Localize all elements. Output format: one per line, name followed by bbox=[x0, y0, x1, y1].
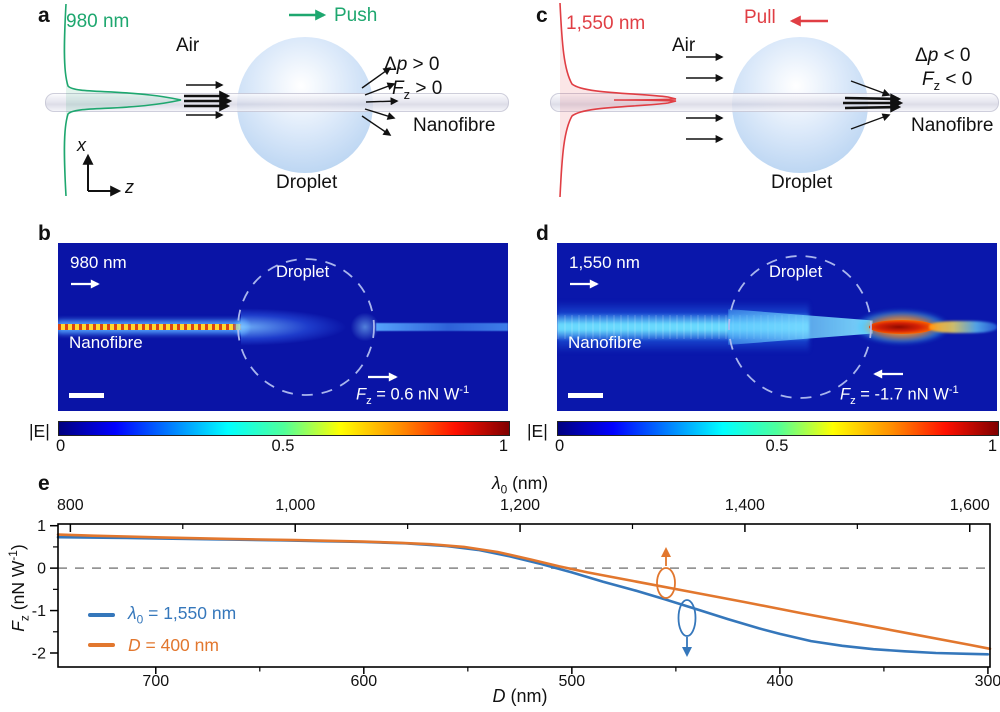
scale-bar-d bbox=[568, 393, 603, 398]
svg-text:800: 800 bbox=[57, 497, 84, 514]
push-label: Push bbox=[334, 5, 378, 26]
nanofibre-rod-c bbox=[550, 93, 999, 112]
focus-tail bbox=[929, 321, 997, 333]
field-map-980: 980 nm Droplet Nanofibre Fz = 0.6 nN W-1 bbox=[58, 243, 508, 411]
scale-bar-b bbox=[69, 393, 104, 398]
force-label-c: Fz < 0 bbox=[922, 69, 973, 93]
svg-text:1,400: 1,400 bbox=[725, 497, 765, 514]
chart-legend: λ0 = 1,550 nm D = 400 nm bbox=[88, 600, 236, 660]
colorbar-label-b: |E| bbox=[29, 421, 50, 441]
droplet-label-c: Droplet bbox=[771, 172, 833, 193]
blue-curve-axis-indicator bbox=[677, 599, 697, 657]
colorbar-tick: 0.5 bbox=[765, 437, 789, 455]
wavelength-label-d: 1,550 nm bbox=[569, 253, 640, 272]
colorbar-d bbox=[557, 421, 999, 436]
panel-a-label: a bbox=[38, 4, 50, 27]
nanofibre-label-a: Nanofibre bbox=[413, 115, 496, 136]
wavelength-label-b: 980 nm bbox=[70, 253, 127, 272]
legend-item-blue: λ0 = 1,550 nm bbox=[88, 600, 236, 630]
legend-line-orange bbox=[88, 643, 115, 647]
svg-text:-2: -2 bbox=[32, 645, 46, 662]
colorbar-tick: 0.5 bbox=[271, 437, 295, 455]
svg-text:0: 0 bbox=[37, 561, 46, 578]
colorbar-tick: 0 bbox=[555, 437, 565, 455]
droplet-label-a: Droplet bbox=[276, 172, 338, 193]
colorbar-b bbox=[58, 421, 510, 436]
nanofibre-label-d: Nanofibre bbox=[568, 333, 642, 352]
colorbar-label-d: |E| bbox=[527, 421, 548, 441]
legend-label-orange: D = 400 nm bbox=[128, 634, 219, 655]
wavelength-label-a: 980 nm bbox=[66, 11, 130, 32]
panel-b-label: b bbox=[38, 222, 51, 245]
nanofibre-label-b: Nanofibre bbox=[69, 333, 143, 352]
force-value-d: Fz = -1.7 nN W-1 bbox=[840, 384, 959, 407]
bottom-axis-title: D (nm) bbox=[492, 686, 548, 706]
svg-text:1: 1 bbox=[37, 518, 46, 535]
colorbar-tick: 0 bbox=[56, 437, 66, 455]
fibre-mode-core bbox=[58, 324, 242, 330]
colorbar-tick: 1 bbox=[987, 437, 997, 455]
wavelength-label-c: 1,550 nm bbox=[566, 13, 646, 34]
pressure-label-a: Δp > 0 bbox=[384, 54, 440, 75]
droplet-label-d: Droplet bbox=[769, 263, 823, 281]
legend-line-blue bbox=[88, 613, 115, 617]
colorbar-tick: 1 bbox=[498, 437, 508, 455]
axis-z-label: z bbox=[125, 177, 134, 197]
panel-d-label: d bbox=[536, 222, 549, 245]
top-axis-title: λ0 (nm) bbox=[491, 473, 549, 497]
air-label-a: Air bbox=[176, 35, 200, 56]
pull-label: Pull bbox=[744, 7, 776, 28]
svg-text:1,000: 1,000 bbox=[275, 497, 315, 514]
air-label-c: Air bbox=[672, 35, 696, 56]
legend-item-orange: D = 400 nm bbox=[88, 630, 236, 660]
panel-e-label: e bbox=[38, 472, 50, 495]
svg-text:600: 600 bbox=[350, 673, 377, 690]
svg-text:300: 300 bbox=[975, 673, 1000, 690]
chart-annotations bbox=[656, 547, 697, 657]
svg-text:400: 400 bbox=[767, 673, 794, 690]
pressure-label-c: Δp < 0 bbox=[915, 45, 971, 66]
force-label-a: Fz > 0 bbox=[392, 78, 443, 102]
svg-text:700: 700 bbox=[142, 673, 169, 690]
svg-text:1,200: 1,200 bbox=[500, 497, 540, 514]
exit-beam bbox=[376, 323, 508, 331]
nanofibre-label-c: Nanofibre bbox=[911, 115, 994, 136]
orange-curve-axis-indicator bbox=[656, 547, 676, 599]
legend-label-blue: λ0 = 1,550 nm bbox=[128, 603, 237, 627]
y-axis-title: Fz (nN W-1) bbox=[6, 544, 32, 632]
svg-text:-1: -1 bbox=[32, 603, 46, 620]
focus-hotspot bbox=[869, 320, 935, 334]
field-map-1550: 1,550 nm Droplet Nanofibre Fz = -1.7 nN … bbox=[557, 243, 997, 411]
panel-c-label: c bbox=[536, 4, 548, 27]
axis-x-label: x bbox=[77, 135, 86, 155]
svg-text:1,600: 1,600 bbox=[950, 497, 990, 514]
force-value-b: Fz = 0.6 nN W-1 bbox=[356, 384, 470, 407]
droplet-label-b: Droplet bbox=[276, 263, 330, 281]
